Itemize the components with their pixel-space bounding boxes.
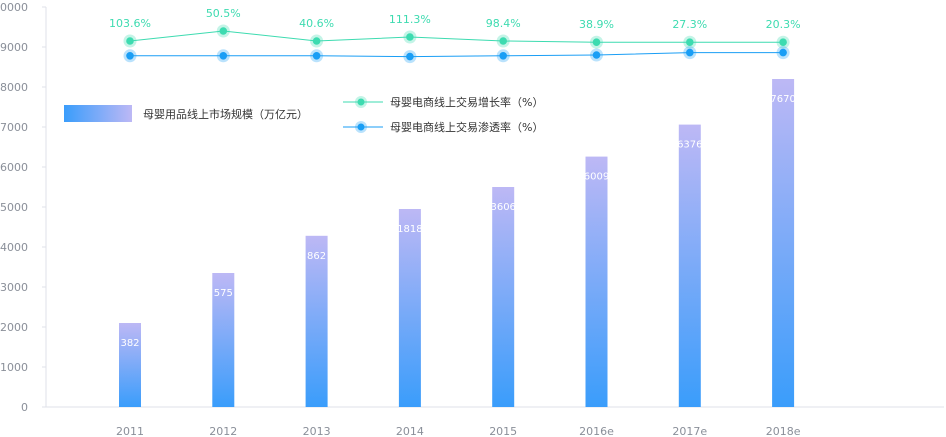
y-tick-label: 10000 [0,1,28,14]
x-tick-label: 2011 [116,425,144,437]
penetration-point [126,52,134,60]
y-tick-label: 6000 [0,161,28,174]
legend-swatch-bar [64,105,132,122]
bar [398,209,421,407]
x-tick-label: 2017e [672,425,707,437]
penetration-point [686,48,694,57]
growth-data-label: 40.6% [299,17,334,30]
legend: 母婴用品线上市场规模（万亿元） 母婴电商线上交易增长率（%） 母婴电商线上交易渗… [64,95,543,134]
y-tick-label: 4000 [0,241,28,254]
bar [305,235,328,407]
y-tick-label: 0 [21,401,28,414]
growth-data-label: 98.4% [486,17,521,30]
legend-label-growth: 母婴电商线上交易增长率（%） [390,95,543,109]
growth-data-label: 38.9% [579,18,614,31]
growth-data-label: 50.5% [206,7,241,20]
y-axis: 0 1000 2000 3000 4000 5000 6000 7000 8000 9000 100… [0,1,47,414]
bar-data-label: 1818 [397,224,422,235]
growth-data-label: 103.6% [109,17,151,30]
bar-data-label: 862 [307,251,326,262]
growth-line [129,30,784,43]
bar-data-label: 7670 [770,94,795,105]
bar [492,187,515,407]
x-axis: 2011 2012 2013 2014 2015 2016e 2017e 2018e [46,406,944,437]
legend-swatch-penetration-dot [357,123,365,131]
penetration-point [592,51,601,59]
bar [119,323,141,407]
bar [678,124,701,407]
penetration-line [130,52,784,58]
penetration-point [406,52,414,61]
x-tick-label: 2015 [489,425,517,437]
bar-series: 382 575 862 1818 3606 6009 6376 7670 [119,79,796,407]
penetration-point [312,52,321,60]
x-tick-label: 2016e [579,425,614,437]
x-tick-label: 2018e [766,425,801,437]
growth-data-label: 27.3% [672,18,707,31]
bar-data-label: 6376 [677,140,702,151]
bar-data-label: 382 [120,338,139,349]
bar [212,273,235,407]
x-tick-label: 2013 [303,425,331,437]
growth-point [126,37,134,45]
penetration-point [219,52,228,60]
growth-point [312,37,321,45]
y-tick-label: 9000 [0,41,28,54]
growth-data-label: 20.3% [766,18,801,31]
growth-point [686,38,694,46]
y-tick-label: 7000 [0,121,28,134]
growth-point [406,33,414,41]
bar-data-label: 575 [214,288,233,299]
growth-data-label: 111.3% [389,13,431,26]
growth-point [592,38,601,46]
growth-point [219,27,228,35]
bar [585,156,608,407]
y-tick-label: 2000 [0,321,28,334]
x-tick-label: 2014 [396,425,424,437]
legend-swatch-growth-dot [357,98,365,106]
x-tick-label: 2012 [209,425,237,437]
bar-data-label: 3606 [490,202,515,213]
bar-data-label: 6009 [584,172,609,183]
growth-point [779,38,787,46]
legend-label-bar: 母婴用品线上市场规模（万亿元） [143,107,308,121]
line-series: 103.6% 50.5% 40.6% 111.3% 98.4% 38.9% 27.3% 20.… [109,7,801,64]
legend-label-penetration: 母婴电商线上交易渗透率（%） [390,120,543,134]
y-tick-label: 1000 [0,361,28,374]
growth-point [499,37,508,45]
bar [772,79,795,407]
penetration-point [499,52,508,60]
y-tick-label: 3000 [0,281,28,294]
penetration-point [779,48,787,57]
y-tick-label: 5000 [0,201,28,214]
y-tick-label: 8000 [0,81,28,94]
